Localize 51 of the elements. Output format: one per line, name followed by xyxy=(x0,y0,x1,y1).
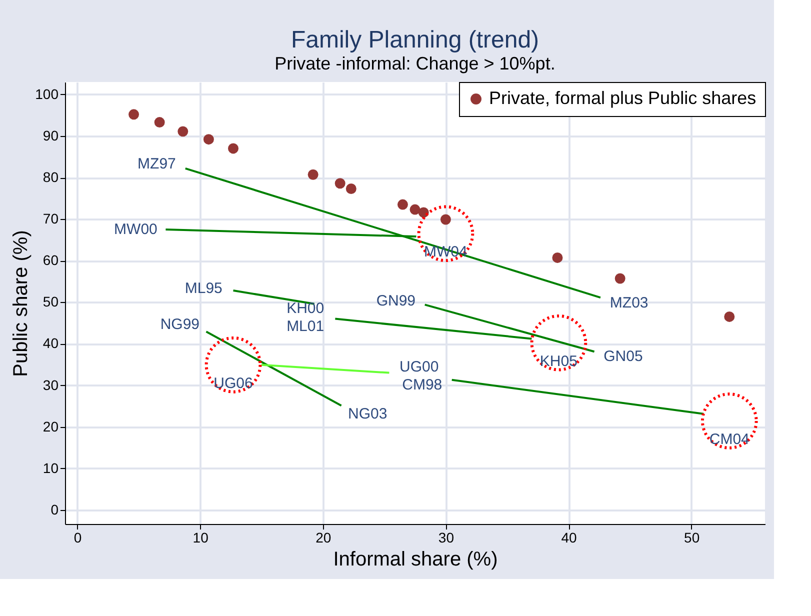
annotation: CM04 xyxy=(709,430,750,448)
point xyxy=(614,273,626,284)
y-tick-label: 20 xyxy=(42,418,59,434)
point xyxy=(410,204,420,215)
annotation: GN05 xyxy=(604,348,643,365)
y-tick-label: 80 xyxy=(42,169,59,186)
legend-label: Private, formal plus Public shares xyxy=(489,88,756,108)
x-tick-label: 50 xyxy=(684,530,700,546)
annotation: MZ03 xyxy=(610,294,648,312)
annotation: GN99 xyxy=(376,292,416,310)
x-axis-title: Informal share (%) xyxy=(333,548,498,570)
y-axis-title: Public share (%) xyxy=(10,230,32,377)
annotation: NG03 xyxy=(348,405,388,422)
point xyxy=(346,184,356,194)
annotation: MW00 xyxy=(114,221,158,238)
y-tick-label: 90 xyxy=(42,128,59,144)
point xyxy=(334,178,346,189)
annotation: ML95 xyxy=(184,280,222,297)
y-tick-label: 40 xyxy=(42,335,59,352)
y-tick-label: 50 xyxy=(42,294,59,310)
chart-title: Family Planning (trend) xyxy=(290,26,540,54)
x-tick-label: 30 xyxy=(438,530,454,546)
x-tick-label: 40 xyxy=(561,530,578,546)
point xyxy=(397,199,408,210)
point xyxy=(552,252,563,263)
annotation: CM98 xyxy=(402,376,442,394)
y-tick-label: 100 xyxy=(35,86,59,102)
point xyxy=(203,134,214,145)
annotation: KH00 xyxy=(286,300,324,318)
y-tick-label: 60 xyxy=(42,252,59,268)
y-tick-label: 10 xyxy=(42,460,59,476)
y-tick-label: 70 xyxy=(42,210,59,227)
annotation: UG06 xyxy=(214,374,253,392)
x-tick-label: 0 xyxy=(74,530,82,546)
point xyxy=(128,109,140,120)
annotation: UG00 xyxy=(400,358,439,376)
x-tick-label: 10 xyxy=(192,530,209,546)
annotation: MZ97 xyxy=(138,156,176,173)
x-tick-label: 20 xyxy=(316,530,332,546)
point xyxy=(440,214,451,225)
point xyxy=(178,126,188,137)
point xyxy=(308,169,318,180)
point xyxy=(154,117,165,128)
annotation: ML01 xyxy=(286,318,324,336)
y-tick-label: 0 xyxy=(50,501,59,518)
annotation: NG99 xyxy=(160,316,200,333)
annotation: KH05 xyxy=(540,352,578,370)
point xyxy=(228,143,238,154)
point xyxy=(724,311,735,322)
chart-subtitle: Private -informal: Change > 10%pt. xyxy=(274,54,556,74)
y-tick-label: 30 xyxy=(42,376,59,393)
